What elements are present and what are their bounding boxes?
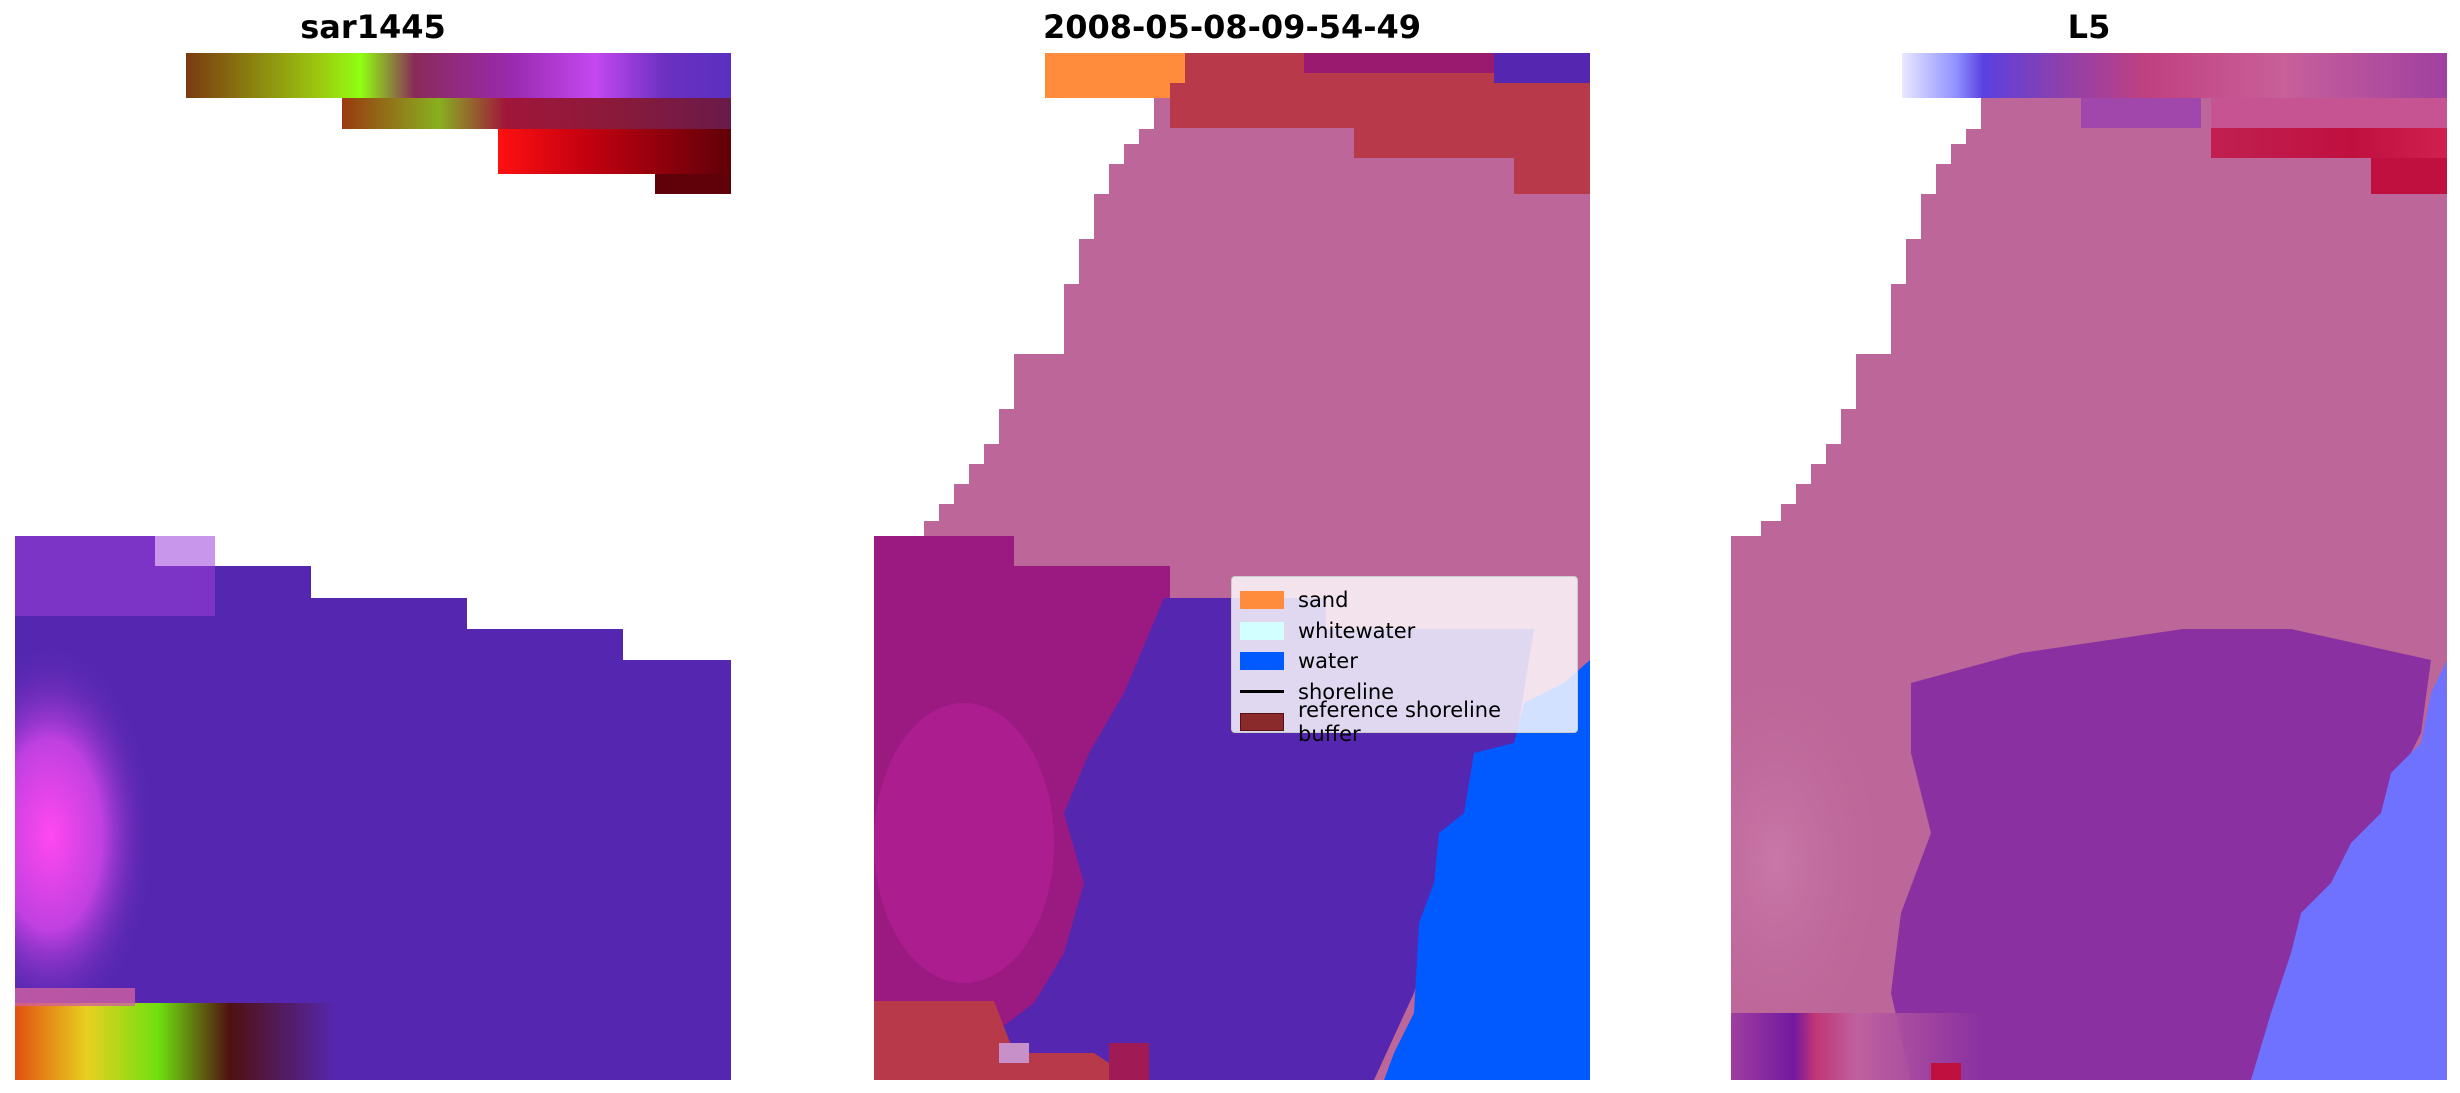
- classification-panel: [874, 53, 1590, 1080]
- legend-label: whitewater: [1298, 618, 1416, 643]
- panel-title-2: 2008-05-08-09-54-49: [1042, 8, 1422, 46]
- buffer-swatch: [1240, 713, 1284, 732]
- water-swatch: [1240, 652, 1284, 671]
- legend-label: reference shoreline buffer: [1298, 698, 1502, 747]
- whitewater-swatch: [1240, 621, 1284, 640]
- sar-image-panel: [15, 53, 731, 1080]
- panel-title-1: sar1445: [300, 8, 446, 46]
- l5-image-panel: [1731, 53, 2447, 1080]
- classification-image: [874, 53, 1590, 1080]
- legend-item-shoreline: shoreline: [1240, 677, 1569, 708]
- legend-item-sand: sand: [1240, 585, 1569, 616]
- l5-image: [1731, 53, 2447, 1080]
- legend-label: water: [1298, 649, 1358, 674]
- legend-label: sand: [1298, 588, 1349, 613]
- legend-item-reference-shoreline-buffer: reference shoreline buffer: [1240, 698, 1569, 746]
- legend-item-water: water: [1240, 646, 1569, 677]
- legend-label: shoreline: [1298, 679, 1395, 704]
- shoreline-line-swatch: [1240, 690, 1284, 694]
- sar-image: [15, 53, 731, 1080]
- sand-swatch: [1240, 591, 1284, 610]
- legend: sand whitewater water shoreline referenc…: [1231, 576, 1578, 746]
- legend-item-whitewater: whitewater: [1240, 616, 1569, 647]
- panel-title-3: L5: [2067, 8, 2111, 46]
